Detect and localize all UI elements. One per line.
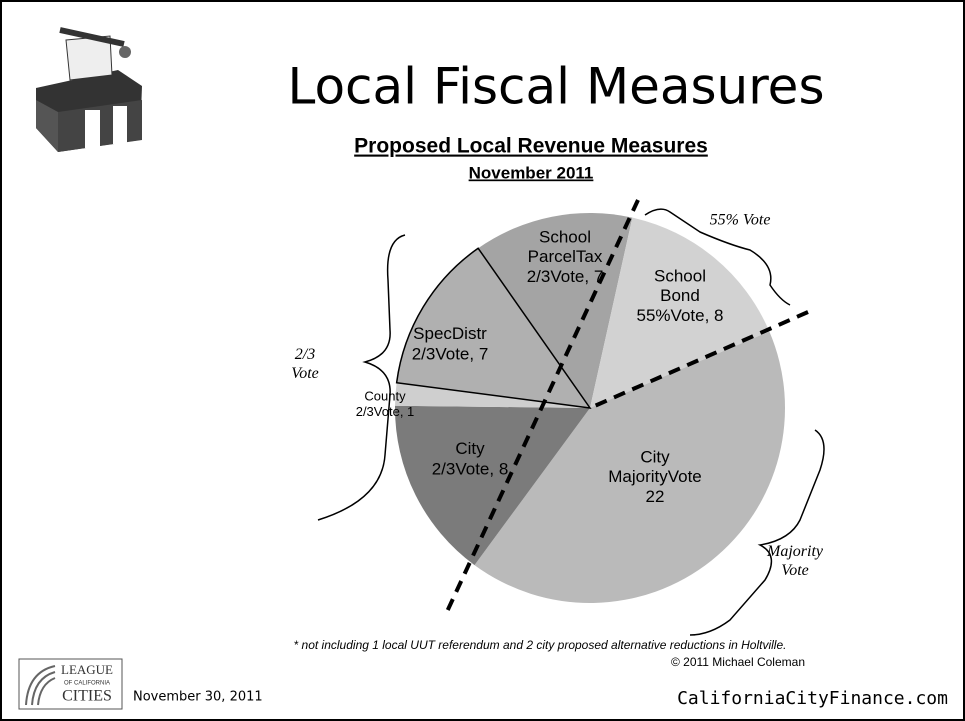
brackets (317, 208, 825, 636)
annotation: 55% Vote (710, 212, 771, 229)
slice-label: SpecDistr (413, 325, 487, 344)
divider-lines (443, 199, 809, 617)
slide-title: Local Fiscal Measures (287, 58, 824, 116)
annotation: Majority Vote (766, 543, 824, 579)
website: CaliforniaCityFinance.com (677, 688, 948, 709)
value-label: 55%Vote, 8 (637, 306, 724, 325)
pie-slice (395, 247, 592, 409)
date: November 30, 2011 (133, 690, 263, 705)
logo-text: OF CALIFORNIA (64, 681, 110, 687)
pie-slice (474, 331, 786, 604)
value-label: 2/3Vote, 7 (412, 344, 489, 363)
logo: LEAGUE OF CALIFORNIA CITIES (18, 658, 123, 710)
logo-text: CITIES (62, 688, 112, 705)
pie-slice (478, 213, 633, 408)
ballot-icon (36, 27, 142, 152)
slice-label: County (364, 389, 406, 404)
chart-title: Proposed Local Revenue Measures (354, 135, 708, 158)
pie-slice (590, 217, 770, 408)
annotation: 2/3 Vote (291, 346, 319, 382)
footnote: * not including 1 local UUT referendum a… (294, 638, 787, 652)
pie-slice (394, 405, 590, 566)
value-label: 2/3Vote, 7 (527, 267, 604, 286)
slice-label: School ParcelTax (528, 228, 603, 267)
value-label: 2/3Vote, 8 (432, 459, 509, 478)
slice-label: City (455, 440, 485, 459)
slice-label: City MajorityVote (608, 448, 702, 487)
value-label: 22 (646, 487, 665, 506)
logo-text: LEAGUE (61, 662, 113, 677)
chart-subtitle: November 2011 (469, 163, 594, 182)
slice-label: School Bond (654, 267, 706, 306)
credit: © 2011 Michael Coleman (671, 655, 805, 669)
value-label: 2/3Vote, 1 (356, 404, 415, 419)
